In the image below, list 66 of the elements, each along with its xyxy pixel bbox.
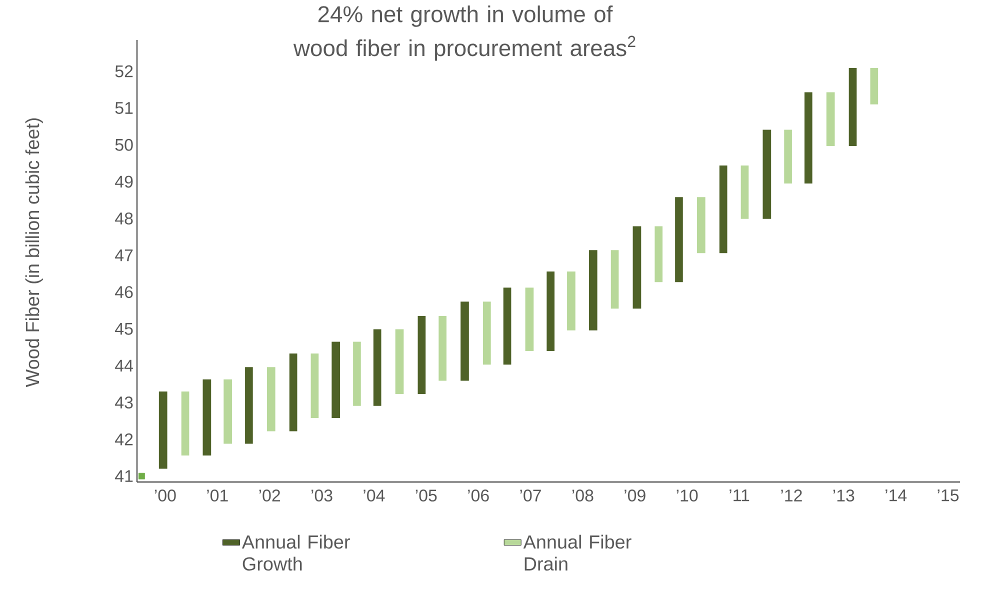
- bar: [310, 354, 319, 418]
- x-tick-label: ’07: [520, 490, 541, 502]
- bar: [438, 316, 446, 381]
- y-tick-label: 41: [115, 470, 133, 482]
- x-tick-label: ’06: [468, 490, 489, 502]
- bar: [740, 165, 749, 219]
- y-tick-label: 50: [115, 138, 133, 151]
- bar: [503, 288, 512, 365]
- y-tick-label: 47: [115, 249, 133, 262]
- x-tick-label: ’01: [207, 490, 228, 502]
- bar: [418, 316, 426, 394]
- bar: [266, 367, 276, 432]
- y-tick-label: 51: [115, 102, 133, 114]
- bar: [332, 342, 340, 418]
- bar: [181, 391, 190, 456]
- x-tick-label: ’15: [938, 490, 959, 502]
- x-tick-label: ’04: [364, 490, 385, 502]
- bar: [567, 271, 576, 330]
- y-tick-label: 43: [115, 396, 133, 409]
- bar: [826, 92, 835, 146]
- bar: [525, 288, 534, 351]
- x-tick-label: ’03: [311, 490, 332, 502]
- y-tick-label: 49: [115, 176, 133, 188]
- bar: [353, 342, 361, 406]
- bar: [870, 68, 878, 104]
- x-tick-label: ’13: [833, 490, 854, 502]
- bar: [848, 68, 857, 146]
- bar: [610, 250, 619, 309]
- bar: [546, 271, 555, 351]
- bar: [289, 354, 298, 432]
- x-tick-label: ’12: [781, 490, 802, 502]
- bar: [224, 379, 232, 444]
- bar: [654, 226, 663, 282]
- bar: [696, 197, 706, 254]
- x-tick-label: ’09: [624, 490, 646, 502]
- bar: [784, 130, 792, 184]
- chart-title: 24% net growth in volume of wood fiber in procurement areas$^{2}$: [293, 6, 636, 61]
- x-tick-label: ’08: [572, 490, 594, 502]
- bar: [588, 250, 598, 330]
- x-tick-label: ’02: [259, 490, 280, 502]
- x-tick-label: ’10: [676, 490, 698, 502]
- bar: [804, 92, 812, 184]
- bar: [762, 130, 772, 219]
- bar: [202, 379, 212, 456]
- legend-label: Annual Fiber Growth: [242, 534, 350, 571]
- y-tick-label: 52: [115, 65, 133, 78]
- y-tick-label: 44: [115, 360, 133, 372]
- y-tick-label: 48: [115, 212, 133, 224]
- y-axis-title: Wood Fiber (in billion cubic feet): [25, 118, 43, 388]
- bar: [460, 302, 469, 381]
- x-tick-label: ’05: [416, 490, 437, 502]
- y-tick-label: 45: [115, 322, 133, 335]
- legend-label: Annual Fiber Drain: [523, 534, 632, 571]
- x-tick-label: ’14: [886, 490, 907, 502]
- bar: [632, 226, 642, 309]
- bar: [245, 367, 253, 444]
- bar: [158, 391, 168, 469]
- bar: [395, 329, 404, 394]
- y-tick-label: 46: [115, 286, 133, 298]
- bar: [675, 197, 683, 282]
- x-tick-label: ’11: [730, 490, 750, 502]
- bar: [719, 165, 728, 254]
- x-tick-label: ’00: [154, 490, 176, 502]
- y-tick-label: 42: [115, 433, 133, 446]
- bar: [483, 302, 491, 365]
- bar: [373, 329, 382, 406]
